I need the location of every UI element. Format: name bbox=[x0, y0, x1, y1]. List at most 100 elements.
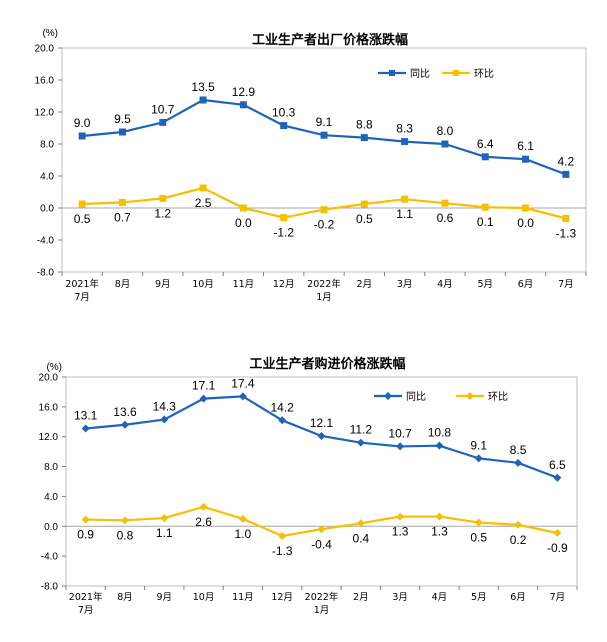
data-point bbox=[356, 519, 365, 528]
data-label: 6.4 bbox=[477, 137, 494, 151]
data-label: 13.5 bbox=[191, 80, 215, 94]
chart-title: 工业生产者购进价格涨跌幅 bbox=[249, 356, 405, 372]
legend-marker bbox=[453, 70, 459, 76]
data-label: 9.1 bbox=[316, 115, 333, 129]
data-label: 11.2 bbox=[350, 423, 373, 437]
y-tick-label: 16.0 bbox=[39, 402, 59, 413]
data-point bbox=[396, 442, 405, 451]
data-label: 8.8 bbox=[356, 118, 373, 132]
data-label: 0.4 bbox=[352, 531, 369, 545]
data-label: 0.1 bbox=[477, 215, 494, 229]
legend-marker bbox=[466, 392, 474, 400]
data-label: 8.3 bbox=[396, 122, 413, 136]
data-point bbox=[317, 431, 326, 440]
x-tick-label: 2022年 bbox=[305, 591, 339, 603]
data-label: 1.2 bbox=[154, 206, 171, 220]
data-label: -1.3 bbox=[272, 544, 293, 558]
data-label: 6.1 bbox=[517, 139, 534, 153]
data-point bbox=[199, 394, 208, 403]
data-label: 17.4 bbox=[231, 376, 255, 390]
x-tick-label: 3月 bbox=[392, 592, 408, 603]
data-point bbox=[481, 203, 489, 211]
data-point bbox=[522, 155, 530, 163]
data-point bbox=[562, 214, 570, 222]
x-tick-label: 2月 bbox=[357, 279, 373, 290]
data-point bbox=[118, 198, 126, 206]
data-point bbox=[199, 502, 208, 511]
y-tick-label: 8.0 bbox=[44, 462, 58, 473]
legend-label: 环比 bbox=[488, 391, 508, 403]
y-tick-label: 20.0 bbox=[39, 373, 59, 384]
legend-label: 同比 bbox=[406, 391, 426, 403]
data-label: 10.8 bbox=[428, 426, 452, 440]
data-point bbox=[278, 416, 287, 425]
legend: 同比 环比 bbox=[374, 391, 508, 403]
data-label: 13.1 bbox=[74, 409, 98, 423]
y-axis-unit: (%) bbox=[42, 28, 58, 39]
data-label: 9.1 bbox=[470, 438, 487, 452]
series-yoy: 9.0 9.5 10.7 13.5 12.9 10.3 9.1 8.8 8.3 8.0 6.4 6.1… bbox=[74, 80, 575, 178]
y-tick-label: 16.0 bbox=[35, 76, 55, 87]
x-tick-label: 7月 bbox=[558, 279, 574, 290]
data-label: 0.9 bbox=[77, 528, 94, 542]
x-tick-label: 8月 bbox=[115, 279, 131, 290]
x-tick-label: 12月 bbox=[273, 279, 295, 290]
series-mom: 0.9 0.8 1.1 2.6 1.0 -1.3 -0.4 0.4 1.3 1.3 0.5 0.2 -0… bbox=[77, 502, 568, 558]
x-tick-label: 3月 bbox=[397, 279, 413, 290]
data-label: 0.5 bbox=[74, 212, 91, 226]
data-point bbox=[199, 184, 207, 192]
data-label: 9.5 bbox=[114, 112, 131, 126]
plot-frame bbox=[65, 376, 578, 587]
x-tick-label: 5月 bbox=[477, 279, 493, 290]
data-label: 0.0 bbox=[517, 216, 534, 230]
data-point bbox=[78, 132, 86, 140]
y-tick-label: -4.0 bbox=[37, 236, 55, 247]
data-point bbox=[238, 392, 247, 401]
y-tick-label: -8.0 bbox=[41, 582, 59, 593]
data-label: 1.1 bbox=[156, 526, 173, 540]
x-tick-label: 9月 bbox=[156, 592, 172, 603]
data-point bbox=[317, 525, 326, 534]
data-point bbox=[120, 516, 129, 525]
data-label: 2.6 bbox=[195, 515, 212, 529]
data-label: 12.1 bbox=[310, 416, 334, 430]
x-tick-label: 10月 bbox=[192, 279, 214, 290]
chart-title: 工业生产者出厂价格涨跌幅 bbox=[252, 32, 408, 48]
data-label: 0.6 bbox=[437, 211, 454, 225]
y-tick-label: 4.0 bbox=[44, 492, 58, 503]
data-point bbox=[81, 515, 90, 524]
data-point bbox=[159, 194, 167, 202]
data-point bbox=[239, 101, 247, 109]
data-point bbox=[160, 415, 169, 424]
data-label: 14.2 bbox=[271, 400, 295, 414]
data-point bbox=[514, 458, 523, 467]
data-point bbox=[278, 531, 287, 540]
data-label: -1.2 bbox=[273, 226, 294, 240]
data-point bbox=[120, 420, 129, 429]
x-tick-label: 2021年 bbox=[69, 591, 103, 603]
data-label: 0.5 bbox=[356, 212, 373, 226]
data-point bbox=[280, 214, 288, 222]
y-tick-label: 0.0 bbox=[44, 522, 58, 533]
data-point bbox=[441, 140, 449, 148]
data-point bbox=[522, 204, 530, 212]
data-point bbox=[280, 122, 288, 130]
data-label: 0.8 bbox=[117, 528, 134, 542]
data-label: 2.5 bbox=[195, 196, 212, 210]
data-label: -0.4 bbox=[311, 537, 332, 551]
series-mom: 0.5 0.7 1.2 2.5 0.0 -1.2 -0.2 0.5 1.1 0.6 0.1 0.0 -1… bbox=[74, 184, 577, 240]
x-tick-label: 7月 bbox=[550, 592, 566, 603]
data-point bbox=[553, 473, 562, 482]
chart-1: 工业生产者出厂价格涨跌幅 (%) 20.0 16.0 12.0 8.0 4.0 0.0 -4.0… bbox=[35, 28, 587, 303]
data-label: 0.2 bbox=[510, 533, 527, 547]
x-tick-label: 9月 bbox=[155, 279, 171, 290]
data-label: 8.5 bbox=[510, 443, 527, 457]
data-point bbox=[360, 200, 368, 208]
data-point bbox=[199, 96, 207, 104]
y-tick-label: -8.0 bbox=[37, 268, 55, 279]
chart-2: 工业生产者购进价格涨跌幅 (%)20.0 16.0 12.0 8.0 4.0 0.0 -4.0… bbox=[39, 356, 578, 616]
data-point bbox=[514, 520, 523, 529]
x-tick-label: 5月 bbox=[471, 592, 487, 603]
data-label: 10.3 bbox=[272, 106, 296, 120]
